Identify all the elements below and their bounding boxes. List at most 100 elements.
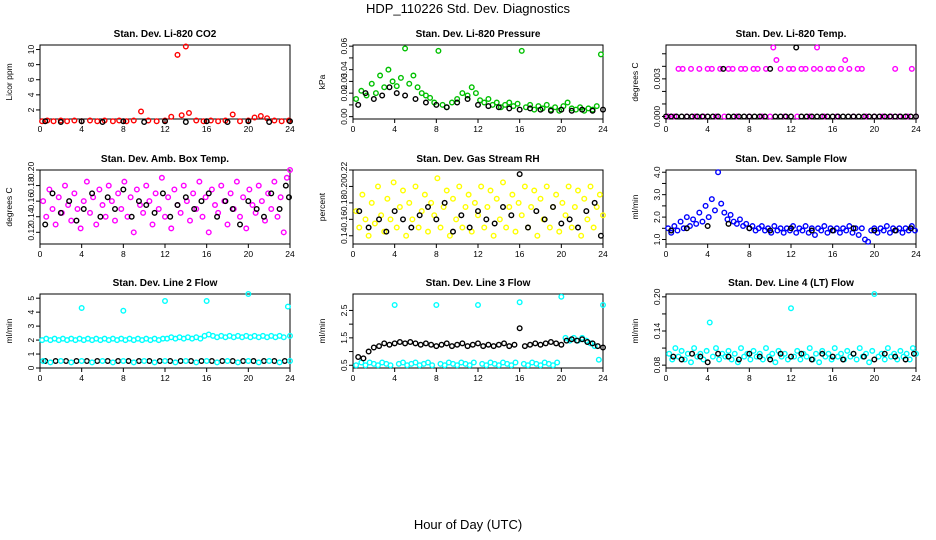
x-tick-label: 4: [705, 373, 710, 383]
data-point-black: [829, 227, 836, 234]
data-point-main: [481, 224, 488, 231]
data-point-main: [793, 229, 800, 236]
x-tick-label: 16: [202, 124, 212, 134]
data-point-main: [669, 356, 676, 363]
data-point-black: [412, 96, 419, 103]
data-point-main: [750, 347, 757, 354]
data-point-low: [266, 358, 273, 365]
data-point-main: [165, 194, 172, 201]
data-point-black: [42, 118, 49, 125]
x-tick-label: 0: [664, 373, 669, 383]
data-point-black: [376, 216, 383, 223]
data-point-low: [245, 358, 252, 365]
data-point-main: [754, 65, 761, 72]
data-point-main: [71, 190, 78, 197]
data-point-black: [97, 213, 104, 220]
data-point-main: [130, 117, 137, 124]
data-point-main: [674, 227, 681, 234]
data-point-main: [362, 216, 369, 223]
data-point-main: [215, 118, 222, 125]
data-point-main: [596, 191, 603, 198]
data-point-main: [46, 186, 53, 193]
data-point-main: [390, 179, 397, 186]
data-point-main: [559, 199, 566, 206]
y-tick-label: 0.5: [339, 359, 349, 371]
data-point-main: [819, 347, 826, 354]
data-point-black: [566, 216, 573, 223]
data-point-main: [880, 227, 887, 234]
data-point-black: [448, 343, 455, 350]
data-point-main: [477, 97, 484, 104]
data-point-black: [579, 106, 586, 113]
data-point-main: [679, 65, 686, 72]
data-point-black: [464, 96, 471, 103]
data-point-main: [80, 198, 87, 205]
data-point-main: [280, 334, 287, 341]
data-point-main: [706, 319, 713, 326]
data-point-main: [180, 182, 187, 189]
data-point-low: [109, 359, 116, 366]
x-tick-label: 12: [160, 373, 170, 383]
data-point-main: [767, 113, 774, 120]
data-point-main: [109, 118, 116, 125]
data-point-main: [897, 347, 904, 354]
x-tick-label: 0: [351, 124, 356, 134]
y-tick-label: 6: [26, 77, 36, 82]
data-point-main: [353, 96, 360, 103]
y-tick-label: 8: [26, 62, 36, 67]
data-point-black: [433, 101, 440, 108]
data-point-black: [417, 341, 424, 348]
data-point-main: [64, 118, 71, 125]
data-point-main: [780, 229, 787, 236]
main-title: HDP_110226 Std. Dev. Diagnostics: [365, 1, 570, 16]
data-point-black: [83, 358, 90, 365]
data-point-main: [838, 350, 845, 357]
data-point-black: [808, 356, 815, 363]
data-point-black: [120, 118, 127, 125]
data-point-main: [763, 345, 770, 352]
data-point-main: [356, 224, 363, 231]
data-point-main: [130, 229, 137, 236]
x-tick-label: 8: [121, 124, 126, 134]
plot-frame: [352, 293, 604, 369]
data-point-main: [365, 232, 372, 239]
data-point-main: [422, 92, 429, 99]
data-point-black: [798, 113, 805, 120]
chart-panel-4: Stan. Dev. Amb. Box Temp. 0 4 8 12 16 20 24 0.12…: [4, 154, 295, 259]
plot-frame: [352, 169, 604, 245]
data-point-black: [402, 92, 409, 99]
chart-panel-2: Stan. Dev. Li-820 Pressure 0 4 8 12 16 20 24 0.0…: [317, 29, 608, 134]
y-tick-label: 0.03: [339, 73, 349, 90]
data-point-main: [794, 347, 801, 354]
data-point-main: [78, 304, 85, 311]
data-point-main: [503, 224, 510, 231]
data-point-black: [203, 118, 210, 125]
data-point-main: [546, 224, 553, 231]
data-point-main: [828, 356, 835, 363]
data-point-black: [850, 350, 857, 357]
data-point-black: [506, 343, 513, 350]
data-point-black: [840, 113, 847, 120]
data-point-main: [466, 362, 473, 369]
data-point-main: [381, 228, 388, 235]
data-point-main: [813, 350, 820, 357]
data-point-main: [402, 45, 409, 52]
data-point-black: [400, 216, 407, 223]
y-tick-label: 0.06: [339, 38, 349, 55]
data-point-main: [412, 359, 419, 366]
y-tick-label: 0.04: [339, 61, 349, 78]
y-axis-label: kPa: [317, 74, 327, 89]
data-point-black: [689, 113, 696, 120]
data-point-main: [208, 186, 215, 193]
data-point-black: [871, 356, 878, 363]
data-point-main: [821, 113, 828, 120]
data-point-main: [742, 65, 749, 72]
data-point-main: [543, 183, 550, 190]
data-point-main: [406, 199, 413, 206]
data-point-main: [913, 350, 920, 357]
data-point-main: [699, 218, 706, 225]
data-point-main: [255, 182, 262, 189]
data-point-black: [704, 223, 711, 230]
y-tick-label: 0.22: [339, 161, 349, 178]
data-point-black: [834, 113, 841, 120]
